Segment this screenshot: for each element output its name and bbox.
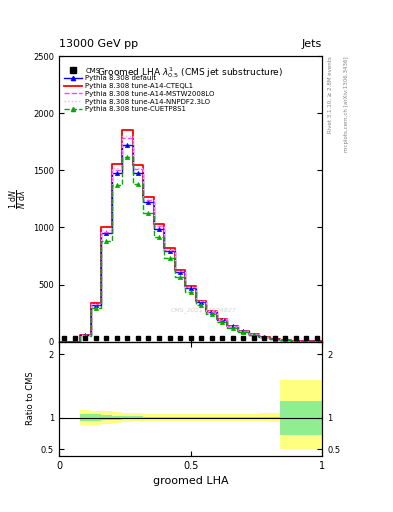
Text: 13000 GeV pp: 13000 GeV pp [59, 38, 138, 49]
Text: mcplots.cern.ch [arXiv:1306.3436]: mcplots.cern.ch [arXiv:1306.3436] [344, 56, 349, 152]
X-axis label: groomed LHA: groomed LHA [153, 476, 228, 486]
Text: Groomed LHA $\lambda^{1}_{0.5}$ (CMS jet substructure): Groomed LHA $\lambda^{1}_{0.5}$ (CMS jet… [97, 65, 284, 80]
Legend: CMS, Pythia 8.308 default, Pythia 8.308 tune-A14-CTEQL1, Pythia 8.308 tune-A14-M: CMS, Pythia 8.308 default, Pythia 8.308 … [62, 65, 217, 115]
Y-axis label: Ratio to CMS: Ratio to CMS [26, 372, 35, 425]
Y-axis label: $\frac{1}{N}\frac{\mathrm{d}N}{\mathrm{d}\lambda}$: $\frac{1}{N}\frac{\mathrm{d}N}{\mathrm{d… [7, 189, 29, 209]
Text: Jets: Jets [302, 38, 322, 49]
Text: Rivet 3.1.10, ≥ 2.8M events: Rivet 3.1.10, ≥ 2.8M events [328, 56, 333, 133]
Text: CMS_2021_I1924827: CMS_2021_I1924827 [171, 307, 237, 313]
